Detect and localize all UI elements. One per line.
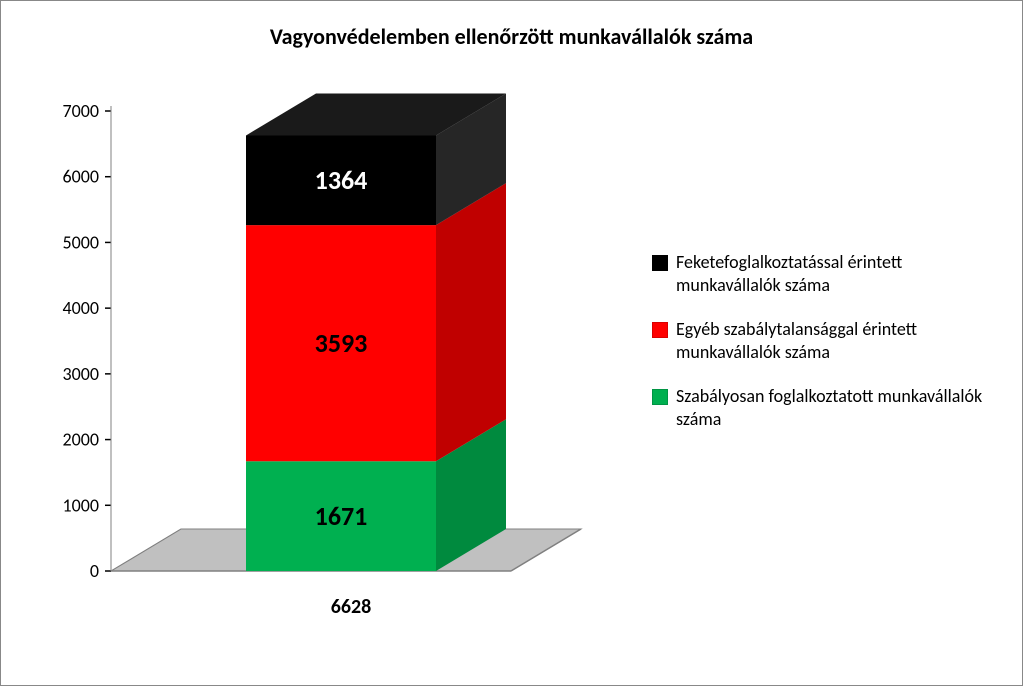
svg-text:3593: 3593 bbox=[315, 327, 368, 359]
legend: Feketefoglalkoztatással érintett munkavá… bbox=[652, 251, 992, 452]
legend-item: Egyéb szabálytalansággal érintett munkav… bbox=[652, 318, 992, 363]
svg-text:2000: 2000 bbox=[63, 429, 100, 451]
chart-container: Vagyonvédelemben ellenőrzött munkavállal… bbox=[0, 0, 1023, 686]
legend-swatch-0 bbox=[652, 255, 668, 271]
legend-text-0: Feketefoglalkoztatással érintett munkavá… bbox=[676, 251, 992, 296]
svg-text:1000: 1000 bbox=[63, 494, 100, 516]
svg-text:1671: 1671 bbox=[315, 500, 368, 532]
chart-svg: 0 1000 2000 3000 4000 5000 6000 7000 1671 3593 136… bbox=[31, 81, 611, 661]
legend-text-2: Szabályosan foglalkoztatott munkavállaló… bbox=[676, 385, 992, 430]
svg-text:7000: 7000 bbox=[63, 100, 100, 122]
svg-text:0: 0 bbox=[90, 560, 99, 582]
legend-swatch-2 bbox=[652, 389, 668, 405]
svg-text:4000: 4000 bbox=[63, 297, 100, 319]
svg-text:5000: 5000 bbox=[63, 231, 100, 253]
svg-text:1364: 1364 bbox=[315, 164, 368, 196]
chart-title: Vagyonvédelemben ellenőrzött munkavállal… bbox=[1, 23, 1022, 50]
svg-text:3000: 3000 bbox=[63, 363, 100, 385]
legend-swatch-1 bbox=[652, 322, 668, 338]
svg-text:6628: 6628 bbox=[331, 595, 372, 619]
legend-item: Feketefoglalkoztatással érintett munkavá… bbox=[652, 251, 992, 296]
svg-text:6000: 6000 bbox=[63, 166, 100, 188]
legend-text-1: Egyéb szabálytalansággal érintett munkav… bbox=[676, 318, 992, 363]
legend-item: Szabályosan foglalkoztatott munkavállaló… bbox=[652, 385, 992, 430]
plot-area: 0 1000 2000 3000 4000 5000 6000 7000 1671 3593 136… bbox=[31, 81, 611, 641]
